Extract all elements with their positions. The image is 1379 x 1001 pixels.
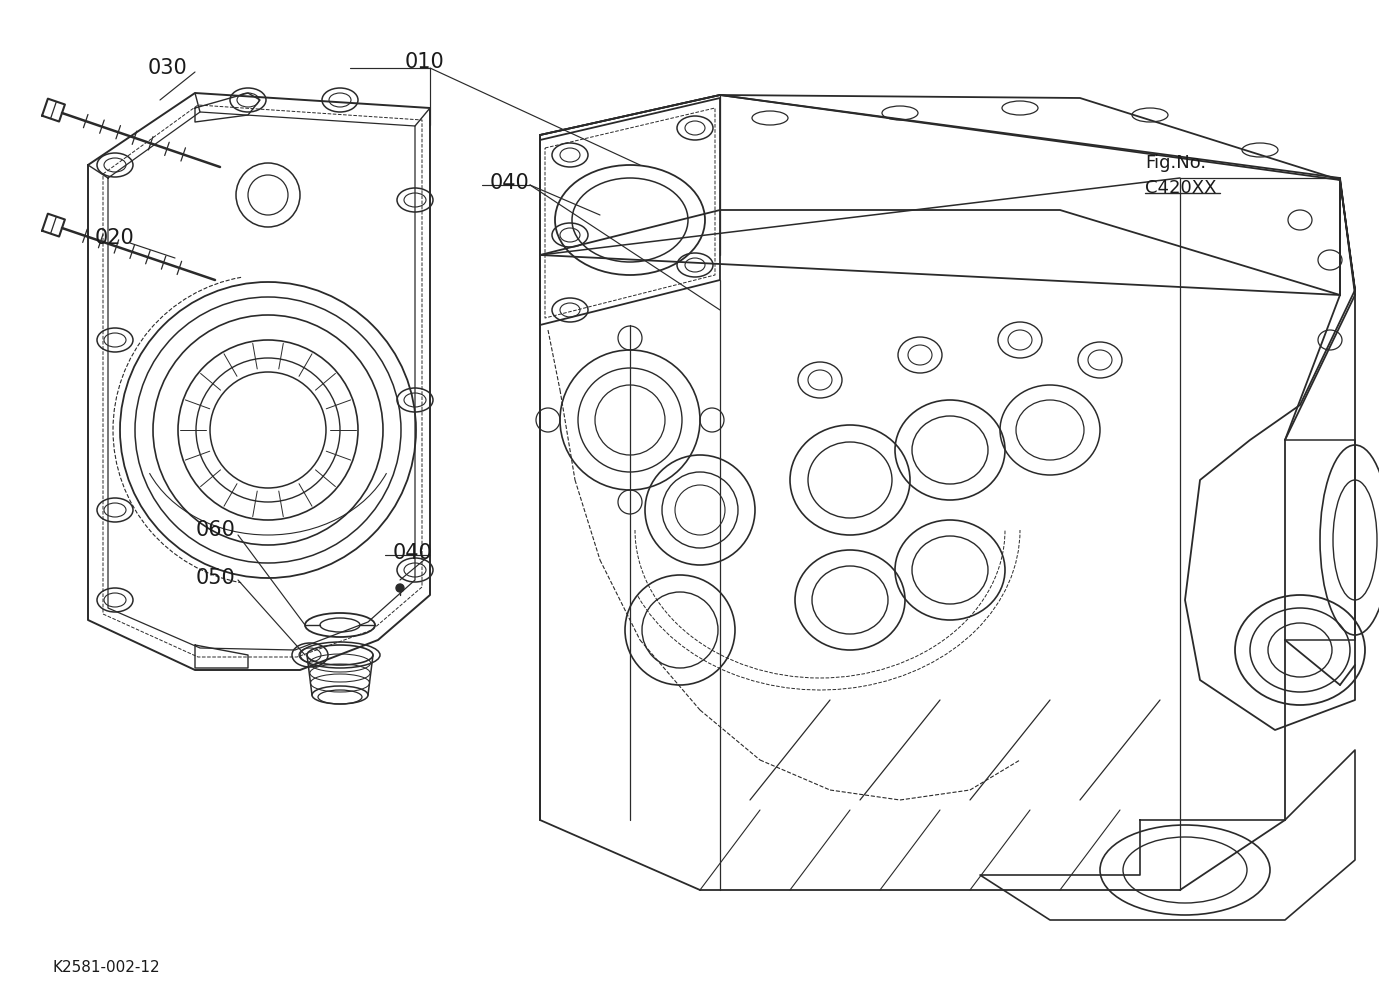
Text: C420XX: C420XX	[1145, 179, 1216, 197]
Text: 060: 060	[196, 520, 236, 540]
Text: 010: 010	[405, 52, 445, 72]
Text: 040: 040	[490, 173, 530, 193]
Text: Fig.No.: Fig.No.	[1145, 154, 1207, 172]
Text: 040: 040	[393, 543, 433, 563]
Circle shape	[396, 584, 404, 592]
Text: 020: 020	[95, 228, 135, 248]
Text: 050: 050	[196, 568, 236, 588]
Text: K2581-002-12: K2581-002-12	[52, 961, 160, 976]
Text: 030: 030	[148, 58, 188, 78]
